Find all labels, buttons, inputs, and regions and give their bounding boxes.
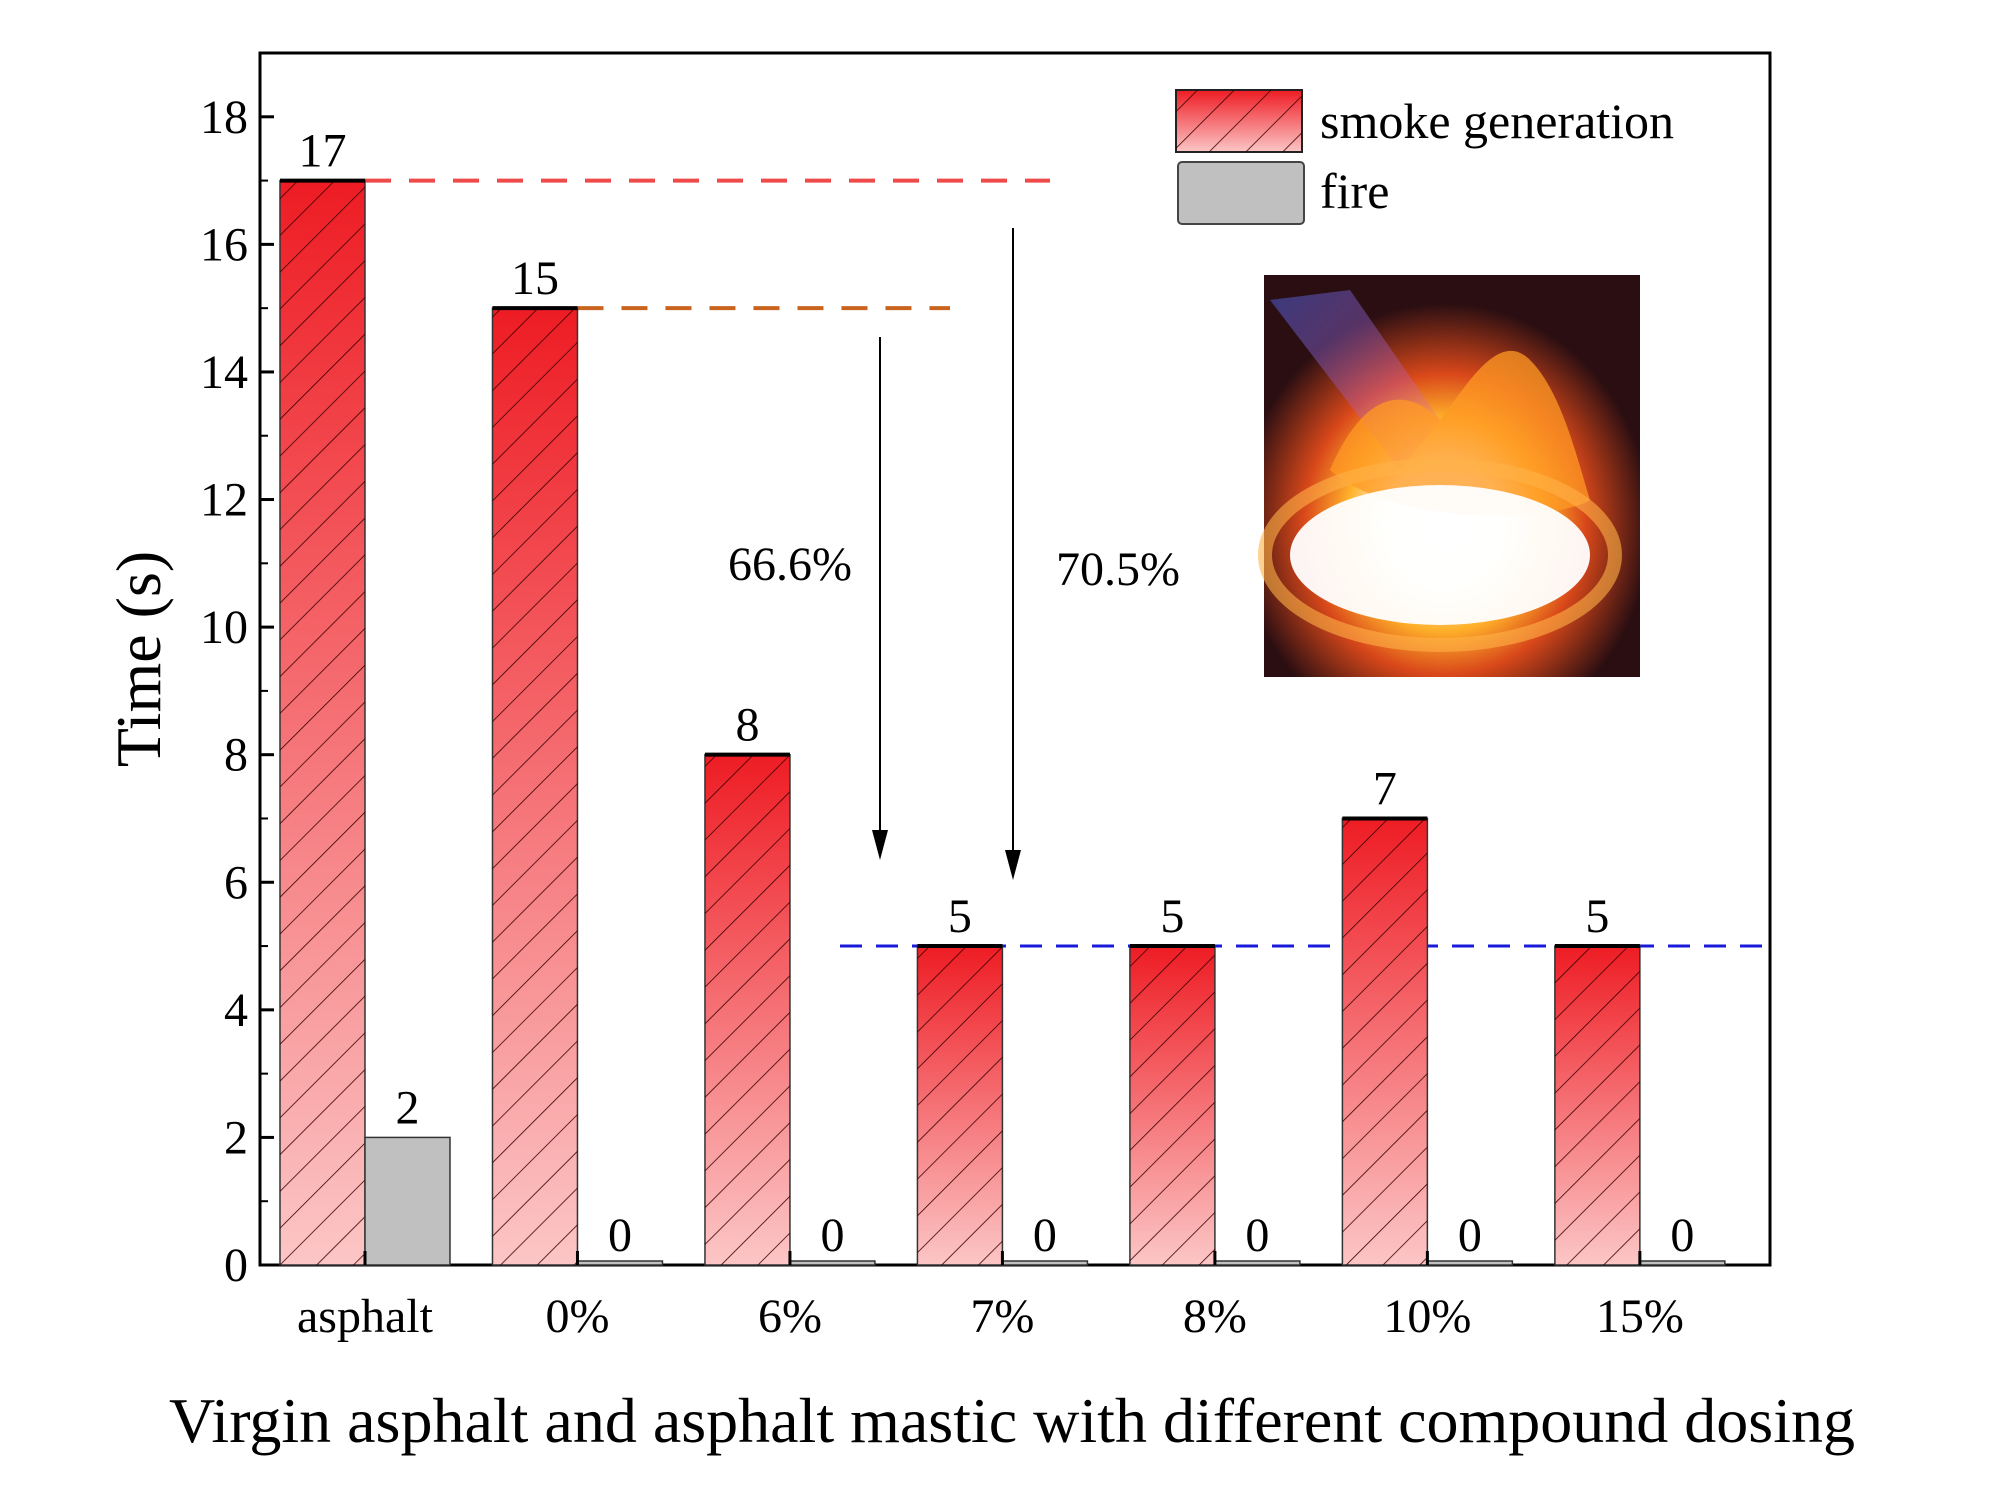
x-tick-label: 6% <box>758 1290 822 1343</box>
bar-smoke-hatch <box>917 946 1003 1265</box>
legend-label-fire: fire <box>1320 163 1389 219</box>
x-tick-label: 10% <box>1383 1290 1471 1343</box>
x-axis-label: Virgin asphalt and asphalt mastic with d… <box>169 1385 1855 1456</box>
data-label-fire: 2 <box>395 1081 419 1134</box>
y-tick-label: 8 <box>224 729 248 782</box>
y-tick-label: 12 <box>200 474 248 527</box>
y-axis-label: Time (s) <box>103 551 174 767</box>
data-label-fire: 0 <box>1458 1209 1482 1262</box>
bar-fire <box>364 1136 451 1266</box>
legend-swatch-smoke-hatch <box>1176 90 1302 152</box>
bars <box>279 178 1726 1266</box>
x-tick-label: 7% <box>970 1290 1034 1343</box>
data-label-smoke: 8 <box>735 699 759 752</box>
x-tick-label: 8% <box>1183 1290 1247 1343</box>
data-label-fire: 0 <box>820 1209 844 1262</box>
flame-photo <box>1258 275 1640 677</box>
x-tick-label: asphalt <box>297 1290 434 1343</box>
category-labels: asphalt 0% 6% 7% 8% 10% 15% <box>297 1290 1684 1343</box>
y-tick-label: 0 <box>224 1239 248 1292</box>
y-tick-label: 10 <box>200 601 248 654</box>
data-label-fire: 0 <box>1245 1209 1269 1262</box>
bar-smoke-hatch <box>1554 946 1640 1265</box>
arrow-head <box>872 830 888 860</box>
data-label-smoke: 17 <box>298 125 346 178</box>
data-label-smoke: 5 <box>948 890 972 943</box>
reduction-arrows: 66.6% 70.5% <box>728 228 1180 880</box>
legend: smoke generation fire <box>1175 89 1674 225</box>
legend-swatch-fire <box>1177 161 1305 225</box>
x-tick-label: 0% <box>545 1290 609 1343</box>
data-label-smoke: 7 <box>1373 762 1397 815</box>
bar-smoke-hatch <box>492 308 578 1265</box>
data-label-fire: 0 <box>1670 1209 1694 1262</box>
annotation-reduction-0pct: 66.6% <box>728 538 852 591</box>
bar-smoke-hatch <box>704 754 790 1265</box>
legend-label-smoke: smoke generation <box>1320 93 1674 149</box>
bar-smoke-hatch <box>1342 818 1428 1265</box>
data-label-fire: 0 <box>608 1209 632 1262</box>
y-tick-label: 2 <box>224 1111 248 1164</box>
data-label-fire: 0 <box>1033 1209 1057 1262</box>
data-label-smoke: 15 <box>511 252 559 305</box>
bar-smoke-hatch <box>280 180 365 1265</box>
data-label-smoke: 5 <box>1585 890 1609 943</box>
y-tick-label: 18 <box>200 91 248 144</box>
y-tick-label: 14 <box>200 346 248 399</box>
bar-labels: 17 2 15 0 8 0 5 0 5 0 7 0 5 0 <box>298 125 1694 1262</box>
y-tick-label: 4 <box>224 984 248 1037</box>
y-tick-label: 6 <box>224 856 248 909</box>
arrow-head <box>1005 850 1021 880</box>
x-tick-label: 15% <box>1596 1290 1684 1343</box>
data-label-smoke: 5 <box>1160 890 1184 943</box>
bar-smoke-hatch <box>1129 946 1215 1265</box>
annotation-reduction-asphalt: 70.5% <box>1056 543 1180 596</box>
y-tick-label: 16 <box>200 218 248 271</box>
y-axis: 0 2 4 6 8 10 12 14 16 18 <box>200 91 274 1292</box>
